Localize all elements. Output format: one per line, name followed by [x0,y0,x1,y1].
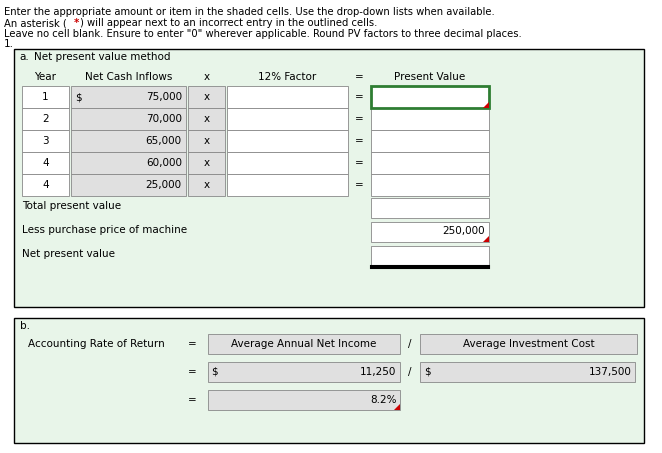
Text: 8.2%: 8.2% [370,395,397,405]
Text: 1.: 1. [4,39,14,49]
Text: *: * [74,18,79,28]
Text: x: x [203,180,210,190]
Text: 12% Factor: 12% Factor [258,72,316,82]
Bar [188,174,225,196]
Text: 75,000: 75,000 [146,92,182,102]
Bar [227,174,348,196]
Text: 137,500: 137,500 [589,367,632,377]
Bar [71,152,186,174]
Bar [371,198,489,218]
Bar [371,130,489,152]
Text: Less purchase price of machine: Less purchase price of machine [22,225,187,235]
Text: 250,000: 250,000 [443,226,485,236]
Text: a.: a. [20,52,30,62]
Polygon shape [483,102,489,108]
Text: Net Cash Inflows: Net Cash Inflows [85,72,172,82]
Text: =: = [188,367,197,377]
Text: Average Investment Cost: Average Investment Cost [463,339,594,349]
Bar [22,174,69,196]
Text: Leave no cell blank. Ensure to enter "0" wherever applicable. Round PV factors t: Leave no cell blank. Ensure to enter "0"… [4,29,522,39]
Bar [207,334,401,354]
Bar [207,362,401,382]
Text: 65,000: 65,000 [146,136,182,146]
Bar [188,108,225,130]
Bar [420,362,636,382]
Bar [371,174,489,196]
Text: Present Value: Present Value [395,72,465,82]
Bar [71,130,186,152]
Bar [420,334,638,354]
Text: Average Annual Net Income: Average Annual Net Income [231,339,377,349]
Bar [22,108,69,130]
Text: =: = [355,114,364,124]
Text: =: = [355,92,364,102]
Text: Year: Year [34,72,56,82]
Text: Net present value: Net present value [22,249,115,259]
Text: 25,000: 25,000 [146,180,182,190]
Bar [188,86,225,108]
Text: =: = [188,339,197,349]
Bar [371,86,489,108]
Bar [227,152,348,174]
Text: /: / [408,367,412,377]
Bar [227,130,348,152]
Text: ) will appear next to an incorrect entry in the outlined cells.: ) will appear next to an incorrect entry… [80,18,377,28]
Text: =: = [355,180,364,190]
Text: 3: 3 [42,136,49,146]
Text: Total present value: Total present value [22,201,121,211]
Text: $: $ [211,367,218,377]
Text: 60,000: 60,000 [146,158,182,168]
Text: $: $ [424,367,430,377]
Polygon shape [483,236,489,242]
Bar [227,108,348,130]
Bar [22,86,69,108]
Text: =: = [355,136,364,146]
Polygon shape [395,404,401,410]
Text: =: = [355,72,364,82]
Text: /: / [408,339,412,349]
Bar [227,86,348,108]
Bar [371,108,489,130]
Text: Net present value method: Net present value method [34,52,170,62]
Bar [71,174,186,196]
Bar [22,152,69,174]
Text: 70,000: 70,000 [146,114,182,124]
Bar [71,108,186,130]
Bar [188,152,225,174]
Text: x: x [203,92,210,102]
Bar [188,130,225,152]
Text: 2: 2 [42,114,49,124]
Bar [14,318,644,443]
Text: b.: b. [20,321,30,331]
Text: 1: 1 [42,92,49,102]
Bar [371,246,489,266]
Text: x: x [203,114,210,124]
Text: $: $ [75,92,81,102]
Text: 4: 4 [42,180,49,190]
Text: =: = [355,158,364,168]
Text: 4: 4 [42,158,49,168]
Bar [14,49,644,307]
Bar [207,390,401,410]
Text: An asterisk (: An asterisk ( [4,18,67,28]
Text: x: x [203,158,210,168]
Bar [22,130,69,152]
Text: Enter the appropriate amount or item in the shaded cells. Use the drop-down list: Enter the appropriate amount or item in … [4,7,495,17]
Text: 11,250: 11,250 [360,367,397,377]
Bar [371,152,489,174]
Text: x: x [203,136,210,146]
Bar [371,222,489,242]
Text: =: = [188,395,197,405]
Text: x: x [203,72,210,82]
Text: Accounting Rate of Return: Accounting Rate of Return [28,339,164,349]
Bar [71,86,186,108]
